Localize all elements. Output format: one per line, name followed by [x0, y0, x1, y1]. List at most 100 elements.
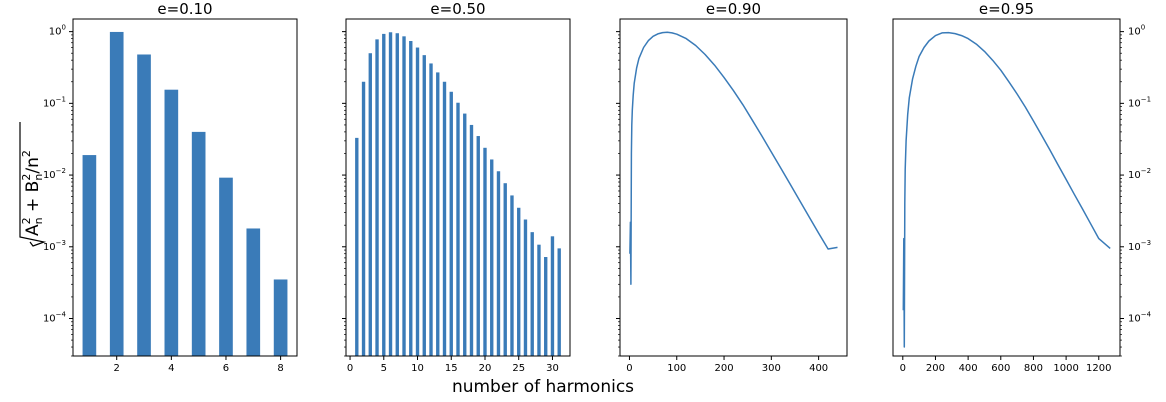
bar — [510, 195, 514, 356]
bar — [490, 159, 494, 356]
x-tick-label: 0 — [626, 363, 632, 374]
ylabel-a-sub: n — [32, 217, 45, 224]
x-axis-label: number of harmonics — [452, 377, 634, 397]
bar — [219, 177, 233, 356]
bar — [382, 33, 386, 356]
sqrt-sign — [19, 122, 47, 247]
bar — [422, 55, 426, 356]
x-tick-label: 400 — [959, 363, 978, 374]
bar — [375, 39, 379, 357]
bar — [544, 257, 548, 356]
bar — [503, 183, 507, 356]
x-tick-label: 30 — [546, 363, 559, 374]
bar — [557, 248, 561, 356]
bar — [537, 244, 541, 356]
x-tick-label: 10 — [411, 363, 424, 374]
axes-frame — [345, 18, 571, 357]
y-tick-label: 10−1 — [1128, 95, 1151, 109]
bar — [409, 41, 413, 357]
x-tick-label: 100 — [667, 363, 686, 374]
x-tick-label: 0 — [347, 363, 353, 374]
bar — [517, 207, 521, 356]
panel-2: e=0.50 0 5 10 15 20 25 30 — [342, 0, 571, 374]
panel-title: e=0.10 — [157, 0, 212, 18]
bar — [456, 102, 460, 356]
series-line — [629, 31, 838, 286]
x-tick-label: 4 — [168, 363, 174, 374]
ylabel-a: A — [23, 224, 43, 236]
x-tick-label: 300 — [762, 363, 781, 374]
bar — [273, 279, 288, 356]
panel-3: e=0.90 0 100 200 300 400 — [616, 0, 848, 374]
bar — [530, 232, 534, 356]
bar — [395, 33, 399, 356]
bar — [355, 137, 359, 356]
x-tick-label: 15 — [445, 363, 458, 374]
y-tick-label: 100 — [1128, 24, 1145, 38]
bar — [550, 236, 555, 356]
bar — [109, 31, 124, 356]
panel-4: e=0.95 0 200 400 600 800 1000 1200 100 10−1 10−2 10… — [892, 0, 1152, 374]
axes-frame — [72, 18, 298, 357]
ylabel-a-sup: 2 — [20, 217, 33, 224]
svg-text:A2n + B2n/n2: A2n + B2n/n2 — [20, 150, 45, 236]
x-tick-label: 800 — [1024, 363, 1043, 374]
ylabel-plus: + — [23, 192, 43, 217]
x-tick-label: 600 — [991, 363, 1010, 374]
series-line — [902, 31, 1111, 348]
bar — [442, 81, 447, 356]
bar — [368, 53, 372, 356]
axes-frame — [619, 18, 848, 357]
x-tick-label: 200 — [926, 363, 945, 374]
x-tick-label: 25 — [512, 363, 525, 374]
y-tick-label: 10−3 — [1128, 239, 1151, 253]
ylabel-tail: /n — [23, 157, 43, 174]
bar — [429, 63, 433, 356]
bar — [469, 124, 474, 357]
bar — [449, 91, 453, 356]
y-tick-label: 10−3 — [43, 239, 66, 253]
x-tick-label: 2 — [114, 363, 120, 374]
y-tick-label: 10−1 — [43, 95, 66, 109]
x-tick-label: 20 — [479, 363, 492, 374]
y-axis-label: A2n + B2n/n2 — [19, 122, 47, 247]
y-tick-label: 10−4 — [1128, 311, 1152, 325]
panel-title: e=0.95 — [979, 0, 1034, 18]
x-tick-label: 5 — [381, 363, 387, 374]
bar — [361, 81, 366, 356]
y-tick-label: 100 — [49, 24, 66, 38]
ylabel-b-sub: n — [32, 174, 45, 181]
bar — [463, 113, 467, 356]
bar — [191, 131, 206, 356]
bar — [246, 228, 261, 356]
bar — [388, 32, 393, 357]
bar — [523, 219, 528, 356]
bar — [164, 89, 179, 357]
ylabel-b: B — [23, 181, 43, 193]
x-tick-label: 1200 — [1086, 363, 1111, 374]
ylabel-tail-sup: 2 — [20, 150, 33, 157]
bar — [496, 171, 501, 356]
ylabel-b-sup: 2 — [20, 174, 33, 181]
bar — [137, 54, 151, 357]
panel-1: e=0.10 2 4 6 8 100 10−1 10−2 10−3 10−4 — [43, 0, 298, 374]
y-tick-label: 10−2 — [43, 167, 66, 181]
bar — [436, 72, 440, 356]
bar — [476, 136, 480, 356]
x-tick-label: 8 — [277, 363, 283, 374]
bar — [415, 47, 420, 356]
bar — [483, 147, 487, 356]
axes-frame — [892, 18, 1121, 357]
panels: e=0.10 2 4 6 8 100 10−1 10−2 10−3 10−4 e=0.50 0 5 10 1… — [43, 0, 1152, 374]
y-tick-label: 10−2 — [1128, 167, 1151, 181]
x-tick-label: 200 — [714, 363, 733, 374]
x-tick-label: 0 — [900, 363, 906, 374]
bar — [82, 155, 97, 356]
x-tick-label: 6 — [223, 363, 229, 374]
panel-title: e=0.50 — [430, 0, 485, 18]
panel-title: e=0.90 — [706, 0, 761, 18]
bar — [402, 36, 406, 357]
x-tick-label: 1000 — [1053, 363, 1078, 374]
y-tick-label: 10−4 — [43, 311, 67, 325]
